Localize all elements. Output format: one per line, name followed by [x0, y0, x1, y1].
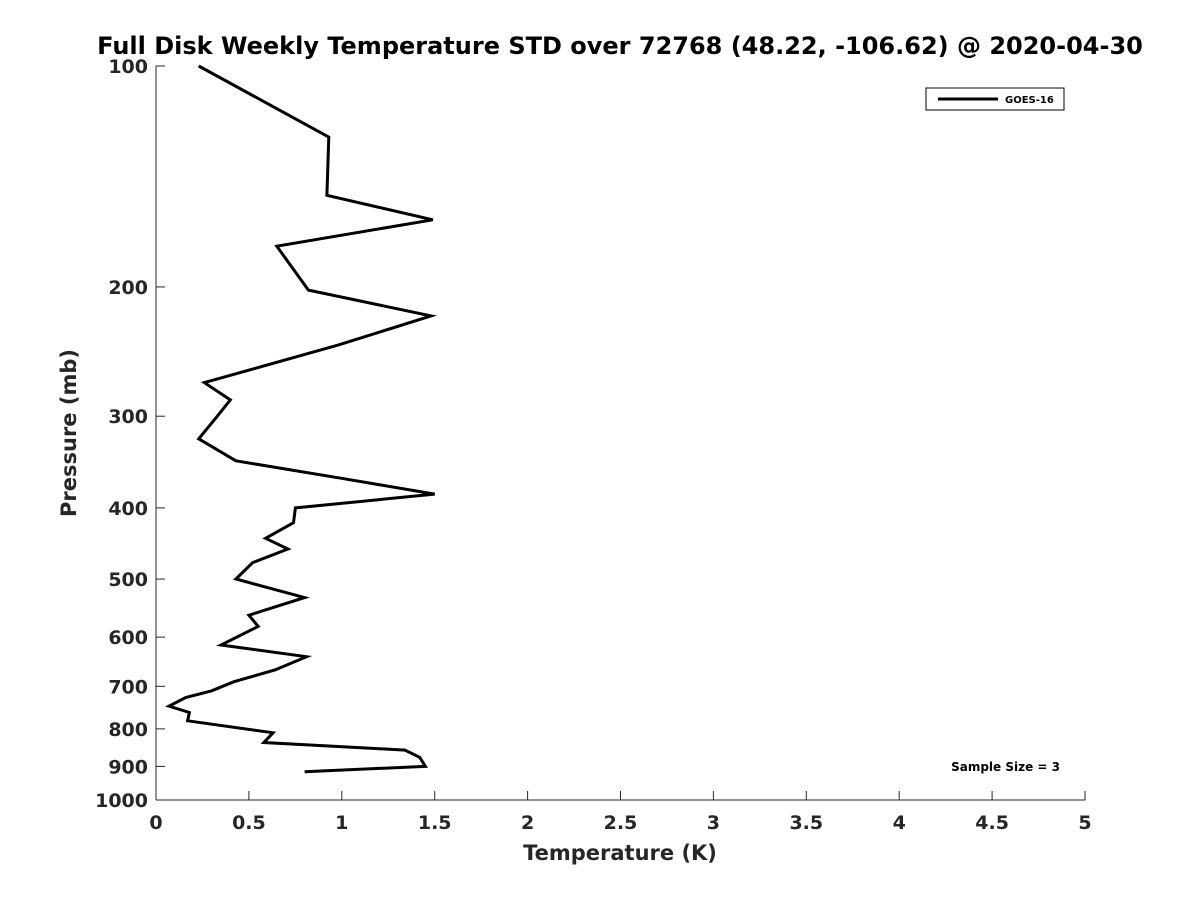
x-tick-label: 4	[893, 812, 906, 834]
legend-label-goes-16: GOES-16	[1005, 95, 1054, 106]
x-tick-label: 2	[521, 812, 534, 834]
x-tick-label: 0	[149, 812, 162, 834]
x-tick-label: 0.5	[232, 812, 266, 834]
sample-size-annotation: Sample Size = 3	[951, 760, 1060, 774]
x-tick-label: 4.5	[975, 812, 1009, 834]
y-ticks: 100 200 300 400 500 600 700 800 900 1000	[95, 56, 165, 812]
y-tick-label: 300	[108, 406, 148, 428]
y-tick-label: 500	[108, 569, 148, 591]
chart-title: Full Disk Weekly Temperature STD over 72…	[97, 32, 1143, 60]
x-tick-label: 1	[335, 812, 348, 834]
x-ticks: 0 0.5 1 1.5 2 2.5 3 3.5 4 4.5 5	[149, 791, 1092, 834]
series-line-goes-16	[165, 64, 437, 774]
y-tick-label: 900	[108, 756, 148, 778]
series-layer	[165, 64, 437, 774]
x-tick-label: 1.5	[418, 812, 452, 834]
x-tick-label: 3	[707, 812, 720, 834]
y-tick-label: 100	[108, 56, 148, 78]
y-tick-label: 800	[108, 719, 148, 741]
y-axis-label: Pressure (mb)	[57, 349, 81, 517]
y-tick-label: 700	[108, 676, 148, 698]
y-tick-label: 200	[108, 277, 148, 299]
x-axis-label: Temperature (K)	[523, 841, 717, 865]
x-tick-label: 3.5	[789, 812, 823, 834]
y-tick-label: 1000	[95, 790, 148, 812]
x-tick-label: 2.5	[604, 812, 638, 834]
y-tick-label: 400	[108, 498, 148, 520]
legend: GOES-16	[925, 87, 1065, 111]
x-tick-label: 5	[1078, 812, 1091, 834]
y-tick-label: 600	[108, 627, 148, 649]
plot-frame	[155, 66, 1085, 801]
